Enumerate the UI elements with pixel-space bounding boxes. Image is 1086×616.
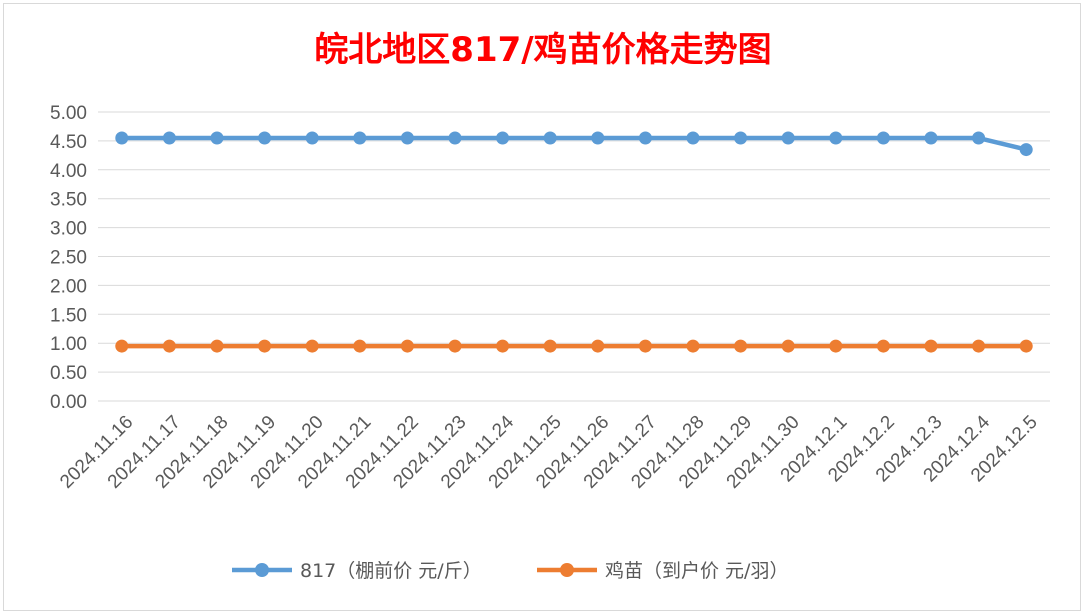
y-tick-label: 3.50: [50, 190, 87, 211]
legend-label: 鸡苗（到户价 元/羽）: [605, 560, 788, 582]
data-point: [496, 339, 510, 353]
y-tick-label: 2.50: [50, 248, 87, 269]
data-point: [591, 339, 605, 353]
series-2: [115, 339, 1033, 353]
data-point: [781, 131, 795, 145]
legend-item-1: 817（棚前价 元/斤）: [232, 560, 482, 582]
data-point: [448, 131, 462, 145]
data-point: [305, 131, 319, 145]
legend: 817（棚前价 元/斤） 鸡苗（到户价 元/羽）: [232, 560, 788, 582]
y-tick-label: 5.00: [50, 103, 87, 124]
chart-frame: [3, 3, 1081, 611]
legend-item-2: 鸡苗（到户价 元/羽）: [537, 560, 788, 582]
data-point: [210, 339, 224, 353]
y-tick-label: 0.00: [50, 392, 87, 413]
legend-marker: [560, 563, 574, 577]
data-point: [210, 131, 224, 145]
plot-area: [115, 131, 1033, 353]
data-point: [638, 339, 652, 353]
data-point: [115, 339, 129, 353]
series-line: [119, 135, 1029, 152]
data-point: [1019, 143, 1033, 157]
data-point: [258, 339, 272, 353]
y-tick-label: 4.50: [50, 132, 87, 153]
data-point: [448, 339, 462, 353]
data-point: [1019, 339, 1033, 353]
data-point: [686, 339, 700, 353]
grid-lines: [98, 111, 1050, 402]
y-tick-label: 3.00: [50, 219, 87, 240]
data-point: [543, 131, 557, 145]
data-point: [115, 131, 129, 145]
data-point: [400, 131, 414, 145]
data-point: [400, 339, 414, 353]
data-point: [686, 131, 700, 145]
y-tick-label: 1.50: [50, 305, 87, 326]
data-point: [638, 131, 652, 145]
data-point: [924, 131, 938, 145]
x-axis: 2024.11.162024.11.172024.11.182024.11.19…: [56, 411, 1041, 492]
data-point: [972, 131, 986, 145]
data-point: [972, 339, 986, 353]
data-point: [353, 339, 367, 353]
data-point: [543, 339, 557, 353]
data-point: [876, 131, 890, 145]
data-point: [829, 131, 843, 145]
y-tick-label: 1.00: [50, 334, 87, 355]
data-point: [924, 339, 938, 353]
data-point: [496, 131, 510, 145]
data-point: [305, 339, 319, 353]
y-tick-label: 0.50: [50, 363, 87, 384]
data-point: [876, 339, 890, 353]
series-1: [115, 131, 1033, 157]
data-point: [829, 339, 843, 353]
y-tick-label: 2.00: [50, 276, 87, 297]
y-tick-label: 4.00: [50, 161, 87, 182]
data-point: [353, 131, 367, 145]
data-point: [162, 339, 176, 353]
data-point: [734, 131, 748, 145]
legend-label: 817（棚前价 元/斤）: [300, 560, 482, 582]
data-point: [258, 131, 272, 145]
y-axis: 0.00 0.50 1.00 1.50 2.00 2.50 3.00 3.50 4.00 4.50…: [50, 103, 87, 413]
chart-title: 皖北地区817/鸡苗价格走势图: [314, 30, 771, 70]
data-point: [162, 131, 176, 145]
data-point: [591, 131, 605, 145]
data-point: [734, 339, 748, 353]
legend-marker: [255, 563, 269, 577]
data-point: [781, 339, 795, 353]
